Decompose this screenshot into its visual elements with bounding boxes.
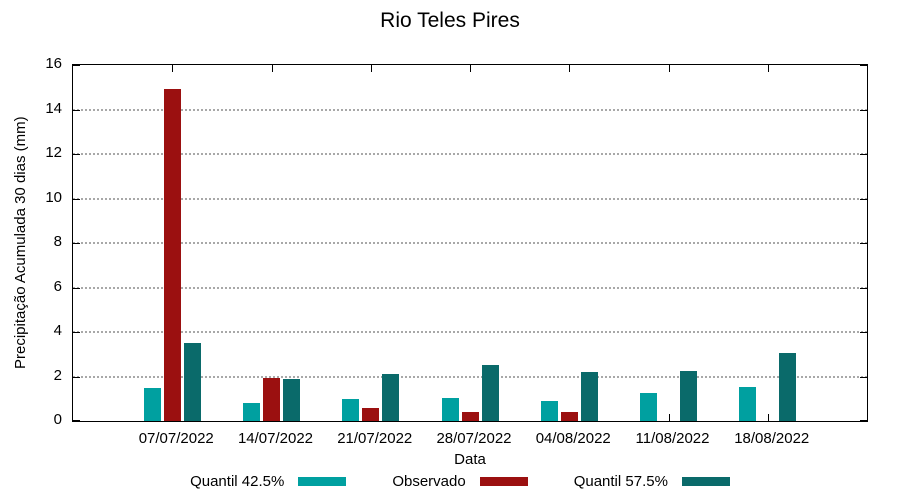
y-tick-mark-left — [73, 65, 80, 66]
y-tick-mark-left — [73, 287, 80, 289]
x-tick-label: 21/07/2022 — [337, 430, 413, 447]
gridline — [73, 153, 867, 155]
y-tick-mark-left — [73, 154, 80, 155]
x-tick-label: 04/08/2022 — [535, 430, 611, 447]
bar-observado — [163, 89, 181, 421]
y-tick-label: 16 — [45, 55, 62, 72]
y-tick-mark-right — [860, 198, 867, 200]
y-tick-mark-right — [860, 65, 867, 66]
bar-quantil-42-5- — [540, 400, 558, 421]
y-tick-label: 12 — [45, 144, 62, 161]
y-tick-mark-left — [73, 420, 80, 421]
x-tick-mark-top — [271, 65, 273, 72]
legend: Quantil 42.5% Observado Quantil 57.5% — [0, 473, 900, 490]
y-tick-mark-left — [73, 109, 80, 111]
bar-quantil-57-5- — [382, 374, 400, 421]
y-tick-mark-right — [860, 332, 867, 333]
y-tick-mark-right — [860, 287, 867, 289]
legend-label: Quantil 57.5% — [573, 473, 668, 490]
y-tick-mark-right — [860, 376, 867, 378]
legend-entry-observado: Observado — [392, 473, 528, 490]
y-tick-label: 0 — [53, 411, 62, 428]
x-tick-mark-top — [668, 65, 670, 72]
y-tick-mark-left — [73, 332, 80, 333]
x-tick-mark-top — [172, 65, 174, 72]
bar-quantil-57-5- — [183, 343, 201, 421]
x-tick-label: 18/08/2022 — [734, 430, 810, 447]
legend-label: Observado — [392, 473, 466, 490]
gridline — [73, 375, 867, 378]
x-tick-label: 28/07/2022 — [436, 430, 512, 447]
legend-entry-quantil-42-5: Quantil 42.5% — [190, 473, 347, 490]
bar-quantil-57-5- — [779, 353, 797, 421]
legend-swatch-observado — [479, 477, 528, 486]
plot-area — [72, 64, 868, 422]
bar-quantil-42-5- — [739, 386, 757, 421]
bar-quantil-57-5- — [283, 378, 300, 421]
legend-swatch-quantil-42-5 — [298, 477, 347, 486]
x-tick-mark-top — [569, 65, 571, 72]
y-tick-label: 14 — [45, 99, 62, 117]
x-tick-mark-bottom — [668, 414, 670, 421]
bar-quantil-42-5- — [640, 393, 657, 421]
y-tick-mark-left — [73, 243, 80, 244]
bar-quantil-42-5- — [342, 398, 360, 421]
y-tick-label: 10 — [45, 188, 62, 206]
x-tick-mark-top — [767, 65, 769, 72]
legend-entry-quantil-57-5: Quantil 57.5% — [574, 473, 730, 490]
legend-swatch-quantil-57-5 — [681, 477, 730, 486]
y-tick-mark-right — [860, 243, 867, 244]
gridline — [73, 197, 867, 200]
bar-observado — [461, 412, 479, 421]
y-tick-mark-left — [73, 376, 80, 378]
x-tick-mark-top — [370, 65, 372, 72]
chart-title: Rio Teles Pires — [380, 9, 520, 32]
bar-observado — [362, 407, 380, 421]
y-tick-label: 2 — [53, 366, 62, 384]
legend-label: Quantil 42.5% — [190, 473, 285, 490]
bar-quantil-42-5- — [243, 403, 260, 421]
x-tick-label: 14/07/2022 — [237, 430, 314, 447]
y-tick-label: 6 — [53, 277, 62, 295]
bar-quantil-42-5- — [143, 387, 161, 421]
bar-observado — [263, 377, 280, 421]
gridline — [73, 286, 867, 289]
bar-quantil-57-5- — [580, 372, 598, 421]
y-tick-mark-left — [73, 198, 80, 200]
x-tick-mark-top — [470, 65, 471, 72]
y-tick-mark-right — [860, 420, 867, 421]
bar-quantil-57-5- — [680, 370, 697, 421]
bar-observado — [560, 412, 578, 421]
bar-quantil-42-5- — [441, 397, 459, 421]
gridline — [73, 108, 867, 111]
gridline — [73, 242, 867, 244]
y-tick-mark-right — [860, 109, 867, 111]
y-tick-mark-right — [860, 154, 867, 155]
gridline — [73, 331, 867, 333]
y-tick-label: 8 — [53, 233, 62, 250]
x-tick-label: 11/08/2022 — [635, 430, 710, 447]
x-axis-title: Data — [454, 451, 486, 468]
bar-quantil-57-5- — [481, 365, 499, 421]
y-tick-label: 4 — [53, 322, 62, 339]
x-tick-mark-bottom — [767, 414, 769, 421]
x-tick-label: 07/07/2022 — [138, 430, 214, 447]
